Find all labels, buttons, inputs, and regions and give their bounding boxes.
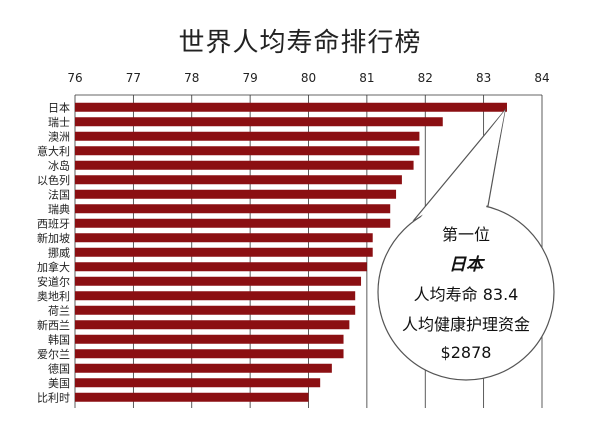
bar	[75, 102, 507, 112]
callout-health-spending-label: 人均健康护理资金	[402, 315, 530, 334]
bar	[75, 262, 367, 272]
bar	[75, 291, 356, 301]
callout-pointer-fill	[417, 110, 505, 222]
category-label: 美国	[48, 377, 70, 390]
bar	[75, 247, 373, 257]
category-label: 奥地利	[37, 289, 70, 303]
bar	[75, 349, 344, 359]
callout-country: 日本	[449, 255, 486, 275]
category-label: 德国	[48, 361, 70, 375]
chart-title: 世界人均寿命排行榜	[178, 28, 422, 58]
bar	[75, 320, 350, 330]
callout-health-spending-value: $2878	[441, 343, 492, 362]
bar	[75, 378, 321, 388]
x-tick-label: 84	[534, 71, 549, 85]
category-label: 澳洲	[48, 130, 70, 143]
category-label: 瑞典	[48, 202, 70, 216]
bar	[75, 189, 397, 199]
bar	[75, 204, 391, 214]
category-label: 新西兰	[37, 318, 70, 332]
bar	[75, 146, 420, 156]
category-label: 加拿大	[37, 260, 70, 274]
bar	[75, 392, 309, 402]
category-label: 法国	[48, 187, 70, 201]
bar	[75, 334, 344, 344]
category-label: 以色列	[37, 173, 70, 187]
category-label: 西班牙	[37, 217, 70, 230]
bar	[75, 131, 420, 141]
bar	[75, 305, 356, 315]
bar	[75, 276, 362, 286]
x-tick-label: 77	[126, 71, 141, 85]
category-label: 韩国	[48, 332, 70, 346]
x-tick-label: 76	[67, 71, 82, 85]
bar	[75, 218, 391, 228]
category-label: 挪威	[48, 245, 70, 259]
bar	[75, 363, 332, 373]
x-tick-label: 78	[184, 71, 199, 85]
callout-life-expectancy: 人均寿命 83.4	[414, 285, 519, 304]
category-label: 冰岛	[48, 158, 70, 172]
category-label: 荷兰	[48, 304, 70, 317]
x-tick-label: 81	[359, 71, 374, 85]
x-tick-label: 80	[301, 71, 316, 85]
category-label: 日本	[48, 100, 70, 114]
callout-rank: 第一位	[442, 225, 490, 244]
category-label: 安道尔	[37, 274, 70, 288]
category-label: 瑞士	[48, 115, 70, 129]
bar	[75, 233, 373, 243]
x-tick-label: 83	[476, 71, 491, 85]
category-label: 比利时	[37, 391, 70, 404]
x-tick-label: 79	[242, 71, 257, 85]
bar	[75, 175, 402, 185]
category-label: 新加坡	[37, 231, 70, 245]
category-label: 意大利	[37, 144, 70, 158]
category-label: 爱尔兰	[37, 348, 70, 361]
bar	[75, 160, 414, 170]
bar	[75, 117, 443, 127]
x-tick-label: 82	[418, 71, 433, 85]
